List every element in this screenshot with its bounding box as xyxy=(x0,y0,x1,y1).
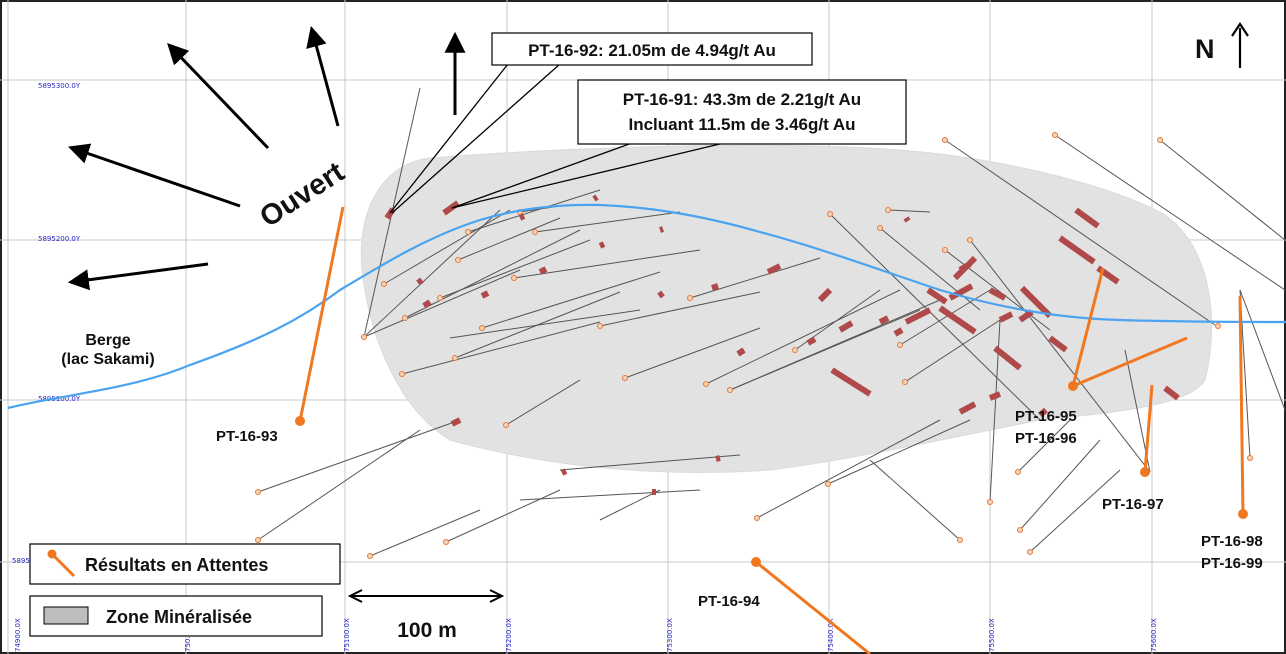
northing-label: 5895... xyxy=(12,557,37,565)
easting-label: 75200.0X xyxy=(505,618,513,652)
north-label: N xyxy=(1195,34,1215,64)
shore-label: (lac Sakami) xyxy=(61,351,154,368)
callout-text: PT-16-92: 21.05m de 4.94g/t Au xyxy=(528,41,776,60)
callout-text: Incluant 11.5m de 3.46g/t Au xyxy=(628,115,855,134)
pending-holes xyxy=(295,206,1248,654)
hole-label-pt-16-97: PT-16-97 xyxy=(1102,496,1164,513)
legend-zone: Zone Minéralisée xyxy=(29,595,323,637)
callout-text: PT-16-91: 43.3m de 2.21g/t Au xyxy=(623,90,861,109)
legend-pending-label: Résultats en Attentes xyxy=(85,555,268,575)
open-arrows xyxy=(67,25,466,291)
intercepts xyxy=(384,194,1180,495)
easting-label: 75300.0X xyxy=(666,618,674,652)
easting-label: 75500.0X xyxy=(988,618,996,652)
legend-zone-label: Zone Minéralisée xyxy=(106,607,252,627)
callout-pt-16-91: PT-16-91: 43.3m de 2.21g/t Au Incluant 1… xyxy=(577,79,907,145)
hole-label-pt-16-98: PT-16-98 xyxy=(1201,533,1263,550)
legend-pending: Résultats en Attentes xyxy=(29,543,341,585)
easting-label: 750... xyxy=(184,632,192,652)
hole-label-pt-16-95: PT-16-95 xyxy=(1015,408,1077,425)
scale-label: 100 m xyxy=(397,619,457,642)
hole-label-pt-16-96: PT-16-96 xyxy=(1015,430,1077,447)
hole-label-pt-16-94: PT-16-94 xyxy=(698,593,760,610)
legend: Résultats en Attentes Zone Minéralisée xyxy=(29,543,341,637)
northing-label: 5895300.0Y xyxy=(38,82,81,90)
north-arrow: N xyxy=(1195,22,1249,68)
callout-pt-16-92: PT-16-92: 21.05m de 4.94g/t Au xyxy=(491,32,813,66)
pending-hole-icon xyxy=(50,552,76,578)
easting-label: 75400.0X xyxy=(827,618,835,652)
easting-label: 74900.0X xyxy=(14,618,22,652)
scale-bar: 100 m xyxy=(347,589,505,642)
collar-icon xyxy=(47,549,57,559)
drill-collars xyxy=(255,132,1253,559)
grid-labels: 5895300.0Y 5895200.0Y 5895100.0Y 5895...… xyxy=(12,82,1158,652)
northing-label: 5895100.0Y xyxy=(38,395,81,403)
shore-label: Berge xyxy=(85,332,130,349)
easting-label: 75600.0X xyxy=(1150,618,1158,652)
zone-swatch-icon xyxy=(43,606,89,625)
easting-label: 75100.0X xyxy=(343,618,351,652)
northing-label: 5895200.0Y xyxy=(38,235,81,243)
shoreline xyxy=(7,203,1286,410)
hole-label-pt-16-99: PT-16-99 xyxy=(1201,555,1263,572)
callout-leaders xyxy=(389,63,725,214)
hole-label-pt-16-93: PT-16-93 xyxy=(216,428,278,445)
